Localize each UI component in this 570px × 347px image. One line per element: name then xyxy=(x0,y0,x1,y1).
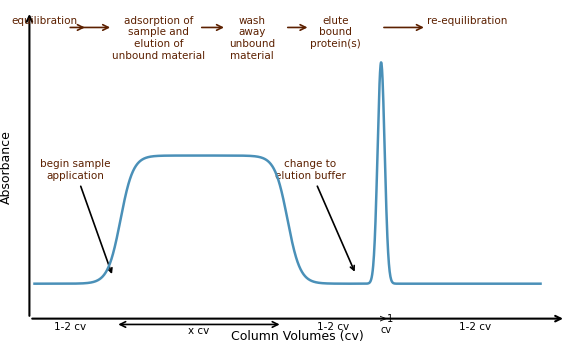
Text: 1-2 cv: 1-2 cv xyxy=(317,322,349,332)
Text: >1
cv: >1 cv xyxy=(379,314,393,335)
Text: adsorption of
sample and
elution of
unbound material: adsorption of sample and elution of unbo… xyxy=(112,16,205,61)
Text: re-equilibration: re-equilibration xyxy=(427,16,507,26)
Text: Column Volumes (cv): Column Volumes (cv) xyxy=(231,330,364,342)
Text: 1-2 cv: 1-2 cv xyxy=(459,322,491,332)
Text: elute
bound
protein(s): elute bound protein(s) xyxy=(310,16,361,49)
Text: begin sample
application: begin sample application xyxy=(40,159,112,272)
Text: equilibration: equilibration xyxy=(11,16,78,26)
Text: change to
elution buffer: change to elution buffer xyxy=(275,159,354,270)
Text: 1-2 cv: 1-2 cv xyxy=(54,322,86,332)
Text: wash
away
unbound
material: wash away unbound material xyxy=(229,16,275,61)
Text: Absorbance: Absorbance xyxy=(0,130,13,204)
Text: x cv: x cv xyxy=(188,327,210,337)
